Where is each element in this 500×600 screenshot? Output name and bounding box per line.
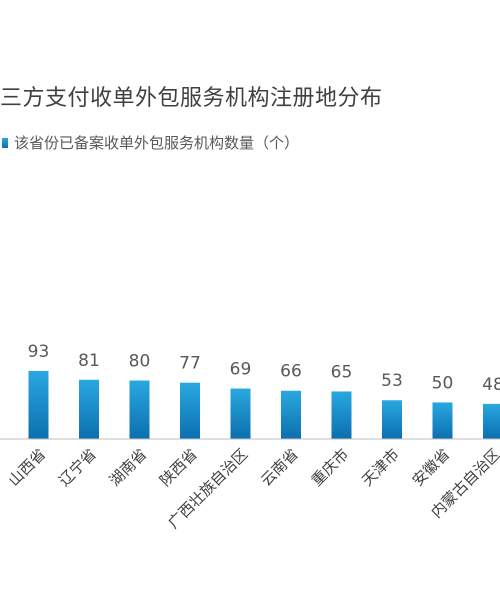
bar-10 [483, 403, 500, 439]
bar-4 [180, 382, 200, 439]
bar-value-label-2: 81 [78, 351, 100, 371]
category-label-8: 天津市 [358, 445, 403, 490]
category-label-1: 山西省 [5, 445, 50, 490]
bar-6 [281, 390, 301, 439]
legend-swatch [2, 137, 8, 148]
bar-1 [28, 371, 49, 439]
category-label-7: 重庆市 [308, 445, 353, 490]
chart-title: 三方支付收单外包服务机构注册地分布 [0, 86, 383, 111]
bar-value-label-9: 50 [432, 373, 454, 393]
legend-label: 该省份已备案收单外包服务机构数量（个） [14, 134, 300, 152]
bar-value-label-7: 65 [331, 362, 353, 382]
bar-value-label-8: 53 [381, 371, 403, 391]
bar-7 [331, 391, 352, 439]
bar-value-label-3: 80 [129, 352, 151, 372]
bar-2 [79, 379, 99, 439]
bar-value-label-4: 77 [179, 354, 201, 374]
category-label-3: 湖南省 [106, 445, 151, 490]
bar-9 [432, 402, 453, 439]
bar-value-label-6: 66 [280, 362, 302, 382]
bar-5 [230, 388, 251, 439]
bar-value-label-1: 93 [28, 342, 50, 362]
category-label-4: 陕西省 [156, 445, 201, 490]
bar-value-label-10: 48 [482, 375, 500, 395]
category-label-9: 安徽省 [409, 445, 454, 490]
bar-value-label-5: 69 [230, 360, 252, 380]
category-label-2: 辽宁省 [55, 445, 100, 490]
bar-3 [129, 380, 150, 439]
bar-8 [382, 400, 402, 439]
category-label-6: 云南省 [257, 445, 302, 490]
legend: 该省份已备案收单外包服务机构数量（个） [2, 132, 299, 153]
